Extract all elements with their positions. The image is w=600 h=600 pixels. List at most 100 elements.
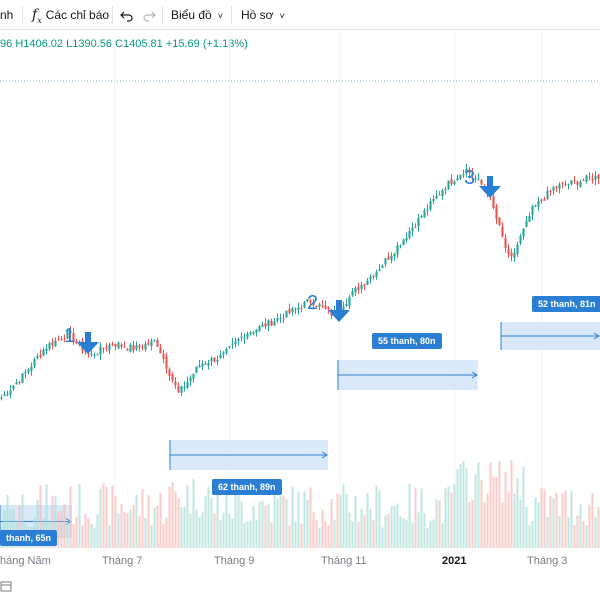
volume-bar	[207, 486, 210, 548]
profile-menu-button[interactable]: Hồ sơ ˅	[241, 0, 285, 30]
volume-bar	[255, 520, 258, 548]
candle-body	[201, 363, 204, 367]
candle-body	[261, 324, 264, 327]
toolbar-divider	[162, 6, 163, 24]
down-arrow-icon	[479, 176, 501, 198]
candle-body	[51, 341, 54, 346]
volume-bar	[570, 490, 573, 548]
toolbar-partial-item[interactable]: nh	[0, 8, 14, 22]
volume-bar	[327, 524, 330, 548]
candle-body	[213, 357, 216, 362]
volume-bar	[159, 492, 162, 548]
candle-body	[342, 306, 345, 312]
volume-bar	[237, 494, 240, 548]
candle-body	[462, 174, 465, 176]
candle-body	[549, 190, 552, 192]
candle-body	[0, 397, 3, 399]
candle-body	[168, 369, 171, 377]
candle-body	[138, 345, 141, 348]
goto-date-icon[interactable]	[0, 580, 12, 592]
volume-bar	[129, 509, 132, 548]
candle-body	[21, 373, 24, 383]
chevron-down-icon: ˅	[279, 11, 285, 21]
candle-body	[561, 182, 564, 184]
candle-body	[123, 346, 126, 348]
candle-body	[93, 355, 96, 357]
candle-body	[369, 276, 372, 280]
candle-body	[276, 318, 279, 321]
volume-bar	[555, 493, 558, 548]
volume-bar	[246, 521, 249, 548]
candle-body	[162, 353, 165, 359]
volume-bar	[375, 485, 378, 548]
volume-bar	[558, 515, 561, 548]
volume-bar	[201, 512, 204, 548]
volume-bar	[234, 491, 237, 548]
volume-bar	[474, 474, 477, 548]
candle-body	[399, 245, 402, 247]
volume-bar	[480, 480, 483, 548]
volume-bar	[429, 521, 432, 548]
volume-bar	[291, 486, 294, 548]
volume-bar	[339, 495, 342, 548]
candle-body	[99, 346, 102, 355]
volume-bar	[399, 516, 402, 548]
candle-body	[309, 300, 312, 303]
volume-bar	[324, 521, 327, 548]
volume-bar	[579, 504, 582, 548]
candle-body	[570, 180, 573, 185]
candle-body	[207, 363, 210, 366]
volume-bar	[459, 464, 462, 548]
redo-button[interactable]	[142, 0, 156, 30]
indicators-button[interactable]: fx Các chỉ báo	[32, 0, 109, 30]
volume-bar	[321, 509, 324, 548]
volume-bar	[60, 510, 63, 548]
volume-bar	[105, 486, 108, 548]
volume-bar	[381, 527, 384, 548]
chart-menu-button[interactable]: Biểu đồ ˅	[171, 0, 223, 30]
candle-body	[387, 256, 390, 260]
candle-body	[27, 369, 30, 373]
volume-bar	[180, 507, 183, 548]
candle-body	[54, 340, 57, 347]
candle-body	[594, 175, 597, 180]
time-tick: Tháng 9	[214, 555, 255, 567]
volume-bar	[6, 494, 9, 548]
candle-body	[255, 329, 258, 333]
volume-bar	[273, 492, 276, 548]
volume-bar	[336, 493, 339, 548]
candle-body	[306, 299, 309, 302]
candle-body	[84, 351, 87, 353]
volume-bar	[357, 521, 360, 548]
volume-bar	[525, 507, 528, 548]
candle-body	[192, 373, 195, 379]
volume-bar	[51, 496, 54, 548]
indicators-label: Các chỉ báo	[45, 8, 110, 22]
volume-bar	[144, 517, 147, 548]
price-chart[interactable]	[0, 30, 600, 550]
candle-body	[474, 178, 477, 180]
volume-bar	[84, 514, 87, 548]
volume-bar	[582, 520, 585, 548]
candle-body	[33, 359, 36, 367]
volume-bar	[537, 502, 540, 548]
volume-bar	[414, 488, 417, 548]
volume-bar	[483, 502, 486, 548]
volume-bar	[501, 502, 504, 548]
candle-body	[351, 291, 354, 296]
candle-body	[441, 190, 444, 196]
candle-body	[195, 366, 198, 374]
volume-bar	[591, 493, 594, 548]
candle-body	[303, 301, 306, 308]
undo-button[interactable]	[120, 0, 134, 30]
volume-bar	[39, 485, 42, 548]
volume-bar	[288, 525, 291, 548]
volume-bar	[405, 520, 408, 548]
volume-bar	[225, 486, 228, 548]
candle-body	[471, 173, 474, 177]
candle-body	[579, 181, 582, 187]
volume-bar	[9, 510, 12, 548]
time-tick: Tháng 11	[321, 555, 367, 567]
candle-body	[390, 255, 393, 261]
volume-bar	[279, 495, 282, 548]
